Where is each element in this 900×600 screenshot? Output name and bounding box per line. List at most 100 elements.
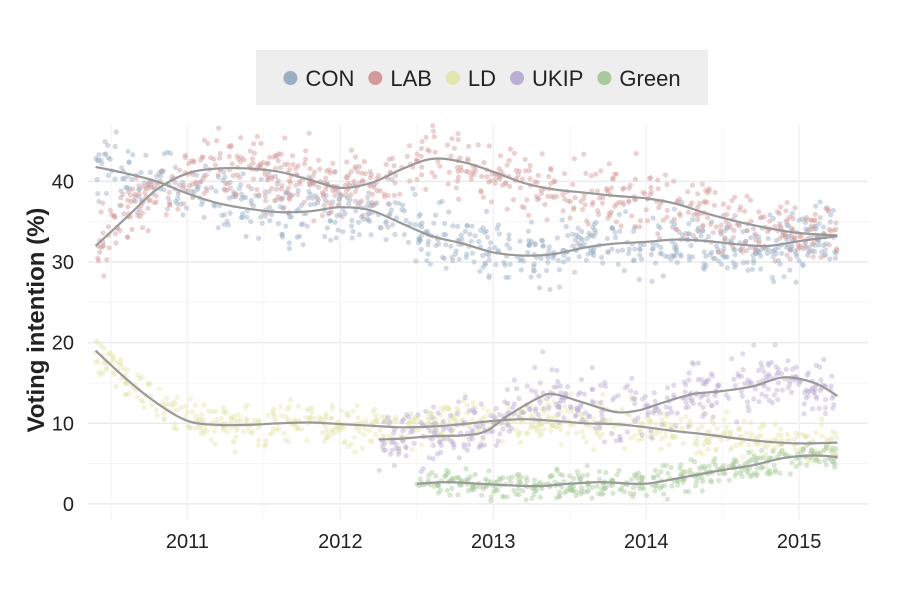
poll-point — [591, 447, 597, 453]
poll-point — [648, 252, 654, 258]
poll-point — [600, 417, 606, 423]
poll-point — [243, 233, 249, 239]
poll-point — [197, 425, 203, 431]
poll-point — [659, 422, 665, 428]
poll-point — [95, 191, 101, 197]
poll-point — [748, 448, 754, 454]
poll-point — [730, 243, 736, 249]
poll-point — [112, 176, 118, 182]
poll-point — [231, 191, 237, 197]
poll-point — [610, 490, 616, 496]
poll-point — [496, 174, 502, 180]
poll-point — [758, 465, 765, 471]
poll-point — [267, 431, 273, 437]
y-axis-title: Voting intention (%) — [23, 208, 50, 433]
poll-point — [306, 180, 312, 186]
poll-point — [249, 156, 255, 162]
poll-point — [529, 495, 535, 501]
poll-point — [475, 142, 481, 148]
poll-point — [257, 163, 263, 169]
poll-point — [464, 156, 471, 162]
poll-point — [367, 169, 373, 175]
poll-point — [345, 181, 351, 187]
poll-point — [418, 419, 424, 425]
poll-point — [425, 147, 431, 153]
poll-point — [762, 451, 769, 458]
poll-point — [352, 154, 359, 160]
poll-point — [444, 467, 450, 473]
poll-point — [589, 365, 595, 371]
poll-point — [632, 472, 638, 478]
poll-point — [484, 478, 490, 484]
poll-point — [435, 158, 441, 165]
poll-point — [143, 152, 149, 158]
poll-point — [570, 488, 576, 494]
poll-point — [186, 425, 192, 431]
poll-point — [265, 412, 271, 418]
poll-point — [435, 483, 442, 489]
poll-point — [230, 173, 236, 179]
poll-point — [763, 373, 769, 380]
poll-point — [518, 409, 524, 416]
poll-point — [833, 246, 840, 252]
poll-point — [536, 285, 543, 291]
x-tick-label: 2014 — [624, 531, 669, 553]
poll-point — [437, 437, 444, 443]
poll-point — [573, 412, 579, 418]
poll-point — [528, 238, 534, 244]
poll-point — [229, 425, 235, 431]
poll-point — [451, 445, 457, 451]
poll-point — [695, 360, 701, 366]
poll-point — [385, 224, 391, 230]
poll-point — [200, 154, 206, 160]
poll-point — [443, 242, 449, 248]
poll-point — [672, 423, 679, 429]
poll-point — [613, 219, 620, 225]
poll-point — [403, 453, 409, 459]
poll-point — [606, 482, 613, 488]
poll-point — [669, 433, 675, 439]
poll-point — [449, 254, 455, 260]
poll-point — [361, 432, 367, 438]
poll-point — [631, 257, 637, 263]
poll-point — [564, 384, 571, 390]
poll-point — [340, 207, 346, 213]
poll-point — [391, 163, 397, 169]
poll-point — [361, 159, 367, 165]
poll-point — [605, 249, 611, 255]
poll-point — [559, 217, 565, 223]
poll-point — [713, 400, 720, 406]
poll-point — [208, 437, 214, 443]
poll-point — [777, 451, 783, 457]
poll-point — [798, 244, 804, 250]
poll-point — [400, 428, 406, 434]
poll-point — [610, 175, 616, 182]
poll-point — [323, 425, 329, 432]
poll-point — [605, 189, 611, 195]
poll-point — [342, 211, 348, 217]
poll-point — [632, 396, 638, 402]
poll-point — [464, 476, 470, 482]
poll-point — [455, 131, 461, 137]
poll-point — [465, 402, 471, 408]
poll-point — [221, 221, 227, 228]
poll-point — [526, 242, 532, 248]
poll-point — [616, 199, 622, 205]
poll-point — [823, 445, 830, 451]
poll-point — [203, 172, 209, 178]
poll-point — [440, 418, 446, 424]
poll-point — [307, 191, 314, 198]
poll-point — [829, 373, 835, 379]
poll-point — [700, 228, 706, 234]
poll-point — [686, 377, 692, 383]
poll-point — [627, 491, 633, 497]
poll-point — [662, 422, 668, 428]
poll-point — [562, 196, 568, 202]
poll-point — [763, 246, 769, 252]
poll-point — [807, 217, 813, 223]
poll-point — [478, 443, 484, 449]
poll-point — [393, 173, 399, 179]
poll-point — [642, 393, 648, 399]
poll-point — [455, 168, 461, 174]
poll-point — [608, 430, 614, 436]
